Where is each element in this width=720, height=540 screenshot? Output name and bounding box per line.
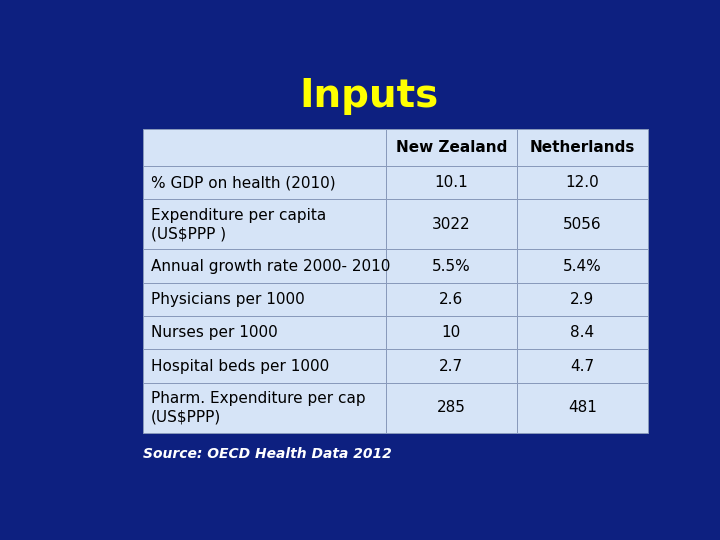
Text: 5.4%: 5.4% — [563, 259, 602, 273]
Text: Inputs: Inputs — [300, 77, 438, 115]
Bar — [517, 199, 648, 249]
Text: Nurses per 1000: Nurses per 1000 — [150, 325, 278, 340]
Bar — [517, 166, 648, 199]
Bar — [143, 383, 386, 433]
Bar — [143, 249, 386, 282]
Bar — [517, 316, 648, 349]
Text: Source: OECD Health Data 2012: Source: OECD Health Data 2012 — [143, 447, 392, 461]
Text: 2.7: 2.7 — [439, 359, 464, 374]
Bar — [143, 349, 386, 383]
Text: 8.4: 8.4 — [570, 325, 595, 340]
Text: 10: 10 — [441, 325, 461, 340]
Bar — [386, 166, 517, 199]
Text: 10.1: 10.1 — [434, 175, 468, 190]
Text: 5.5%: 5.5% — [432, 259, 471, 273]
Bar — [517, 129, 648, 166]
Text: 285: 285 — [437, 400, 466, 415]
Text: Pharm. Expenditure per cap
(US$PPP): Pharm. Expenditure per cap (US$PPP) — [150, 391, 366, 424]
Bar — [517, 383, 648, 433]
Text: 2.6: 2.6 — [439, 292, 464, 307]
Bar — [143, 166, 386, 199]
Text: New Zealand: New Zealand — [395, 140, 507, 155]
Bar — [386, 383, 517, 433]
Bar — [386, 129, 517, 166]
Bar — [517, 349, 648, 383]
Bar — [386, 316, 517, 349]
Text: Netherlands: Netherlands — [530, 140, 635, 155]
Bar — [143, 316, 386, 349]
Bar — [386, 282, 517, 316]
Bar — [143, 282, 386, 316]
Text: 12.0: 12.0 — [566, 175, 599, 190]
Bar — [517, 249, 648, 282]
Text: 5056: 5056 — [563, 217, 602, 232]
Text: Hospital beds per 1000: Hospital beds per 1000 — [150, 359, 329, 374]
Bar — [386, 199, 517, 249]
Text: Annual growth rate 2000- 2010: Annual growth rate 2000- 2010 — [150, 259, 390, 273]
Text: 4.7: 4.7 — [570, 359, 595, 374]
Bar — [143, 129, 386, 166]
Text: 2.9: 2.9 — [570, 292, 595, 307]
Bar — [386, 249, 517, 282]
Bar — [386, 349, 517, 383]
Text: 481: 481 — [568, 400, 597, 415]
Bar — [143, 199, 386, 249]
Bar — [517, 282, 648, 316]
Text: % GDP on health (2010): % GDP on health (2010) — [150, 175, 336, 190]
Text: Expenditure per capita
(US$PPP ): Expenditure per capita (US$PPP ) — [150, 207, 326, 241]
Text: Physicians per 1000: Physicians per 1000 — [150, 292, 305, 307]
Text: 3022: 3022 — [432, 217, 471, 232]
